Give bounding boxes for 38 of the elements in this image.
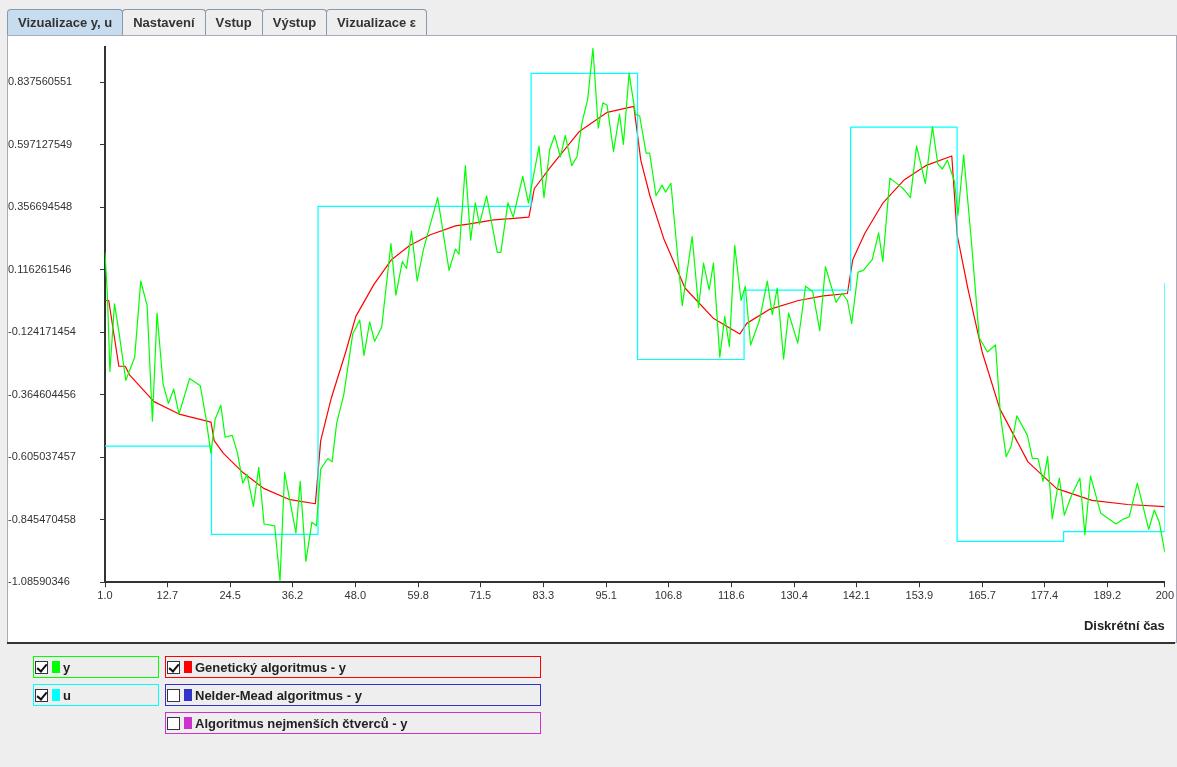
x-tick-label: 200 xyxy=(1155,588,1174,601)
x-tick-label: 36.2 xyxy=(281,588,304,601)
x-tick-label: 12.7 xyxy=(156,588,179,601)
x-tick-label: 130.4 xyxy=(780,588,808,601)
x-tick-label: 83.3 xyxy=(532,588,555,601)
x-tick-label: 48.0 xyxy=(344,588,367,601)
legend-label: u xyxy=(63,687,71,703)
text: Vizualizace y, u xyxy=(7,9,124,36)
legend-label: Genetický algoritmus - y xyxy=(195,659,346,675)
x-tick-label: 142.1 xyxy=(842,588,871,601)
x-tick-label: 95.1 xyxy=(595,588,617,601)
x-tick-label: 1.0 xyxy=(97,588,113,601)
x-tick-label: 153.9 xyxy=(905,588,934,601)
y-tick-label: 0.597127549 xyxy=(8,137,73,150)
x-tick-label: 177.4 xyxy=(1030,588,1059,601)
legend-label: y xyxy=(63,659,71,675)
y-tick-label: -0.124171454 xyxy=(8,325,76,338)
y-tick-label: 0.837560551 xyxy=(8,75,73,88)
x-tick-label: 59.8 xyxy=(407,588,429,601)
x-tick-label: 165.7 xyxy=(968,588,996,601)
x-axis-title: Diskrétní čas xyxy=(1083,617,1165,633)
x-tick-label: 71.5 xyxy=(469,588,492,601)
text: Nastavení xyxy=(122,9,206,36)
x-tick-label: 189.2 xyxy=(1093,588,1122,601)
y-tick-label: -0.605037457 xyxy=(8,450,76,463)
legend-label: Nelder-Mead algoritmus - y xyxy=(195,687,362,703)
x-tick-label: 106.8 xyxy=(654,588,683,601)
y-tick-label: -0.845470458 xyxy=(8,512,76,525)
text: Výstup xyxy=(261,9,328,36)
x-tick-label: 118.6 xyxy=(717,588,745,601)
text: Vstup xyxy=(204,9,263,36)
text: Vizualizace ε xyxy=(326,9,427,36)
y-tick-label: -0.364604456 xyxy=(8,387,76,400)
legend-label: Algoritmus nejmenších čtverců - y xyxy=(195,715,408,731)
y-tick-label: 0.116261546 xyxy=(8,262,72,275)
y-tick-label: 0.356694548 xyxy=(8,200,73,213)
y-tick-label: -1.08590346 xyxy=(8,575,70,588)
x-tick-label: 24.5 xyxy=(219,588,241,601)
